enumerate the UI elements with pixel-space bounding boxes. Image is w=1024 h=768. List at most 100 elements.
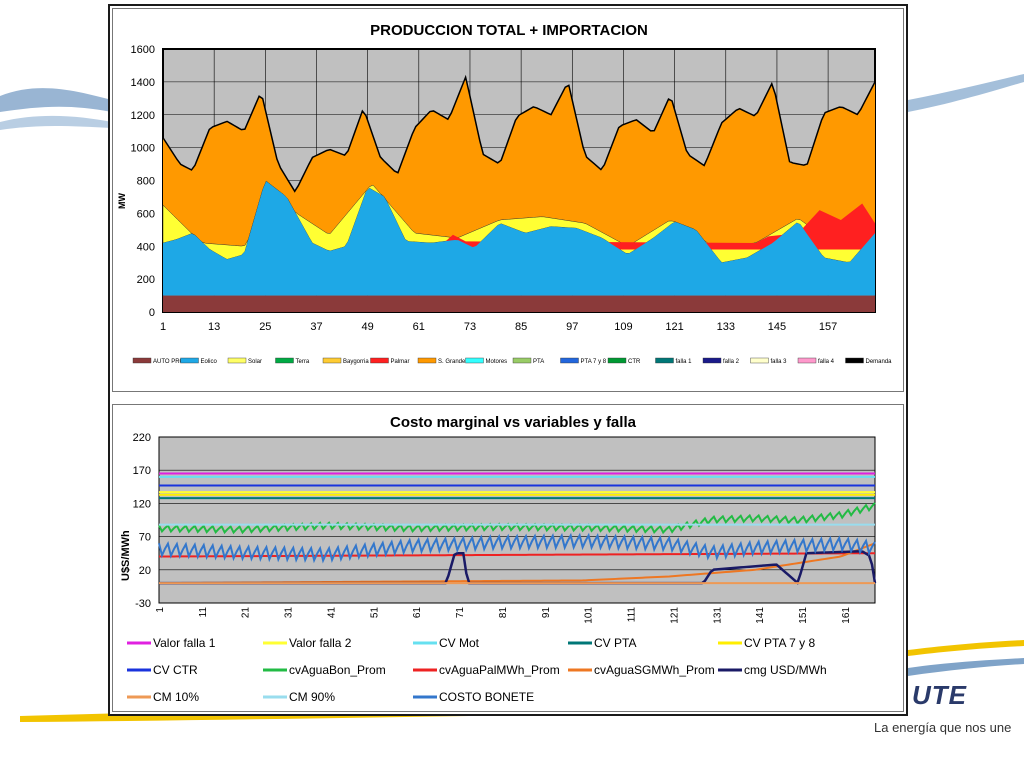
y-tick-label: 1000	[131, 143, 155, 155]
legend-swatch	[607, 357, 627, 364]
y-tick-label: 20	[139, 565, 151, 577]
legend-swatch	[465, 357, 484, 364]
legend-label: falla 2	[723, 359, 740, 365]
x-tick-label: 133	[717, 321, 735, 333]
y-tick-label: 1600	[131, 44, 155, 56]
legend-label: falla 4	[818, 359, 835, 365]
y-tick-label: 220	[133, 432, 151, 444]
x-tick-label: 13	[208, 321, 220, 333]
legend-label: CTR	[628, 359, 641, 365]
legend-label: Terra	[296, 359, 310, 365]
production-chart-panel: PRODUCCION TOTAL + IMPORTACION 0 200 400 600…	[112, 8, 904, 392]
legend-swatch	[180, 357, 199, 364]
legend-label: PTA	[533, 359, 544, 365]
legend-label: CV Mot	[439, 636, 480, 650]
chart-title: Costo marginal vs variables y falla	[390, 414, 637, 431]
legend-swatch	[560, 357, 579, 364]
x-tick-label: 131	[712, 607, 723, 624]
brand-logo: UTE	[912, 680, 967, 710]
legend-label: cvAguaSGMWh_Prom	[594, 663, 715, 677]
x-tick-label: 97	[566, 321, 578, 333]
legend-label: Eolico	[201, 359, 218, 365]
series-line-demanda	[162, 74, 876, 193]
legend-swatch	[655, 357, 674, 364]
legend-swatch	[370, 357, 389, 364]
legend-label: PTA 7 y 8	[581, 359, 607, 365]
legend-swatch	[845, 357, 864, 364]
x-tick-label: 141	[755, 607, 766, 624]
y-axis-label: U$S/MWh	[120, 530, 132, 581]
x-tick-label: 91	[541, 607, 552, 619]
legend-label: AUTO PROD	[153, 359, 189, 365]
legend-swatch	[797, 357, 817, 364]
x-tick-label: 25	[259, 321, 271, 333]
marginal-cost-chart-panel: Costo marginal vs variables y falla -30 20…	[112, 404, 904, 712]
legend-label: CV PTA	[594, 636, 636, 650]
x-tick-label: 85	[515, 321, 527, 333]
legend-label: falla 3	[771, 359, 788, 365]
y-axis-label: MW	[117, 193, 127, 209]
legend-label: Motores	[486, 359, 508, 365]
x-tick-label: 157	[819, 321, 837, 333]
series-area-eolico	[163, 181, 875, 296]
x-tick-label: 109	[614, 321, 632, 333]
legend-label: Valor falla 2	[289, 636, 352, 650]
legend-swatch	[322, 357, 342, 364]
legend-label: Valor falla 1	[153, 636, 216, 650]
x-tick-label: 111	[627, 607, 638, 623]
x-tick-label: 101	[584, 607, 595, 624]
legend-label: cvAguaPalMWh_Prom	[439, 663, 560, 677]
legend-label: Baygorria	[343, 359, 369, 365]
plot-area	[158, 436, 876, 604]
x-tick-label: 37	[310, 321, 322, 333]
legend-label: falla 1	[676, 359, 693, 365]
x-tick-label: 151	[798, 607, 809, 624]
chart-title: PRODUCCION TOTAL + IMPORTACION	[370, 22, 648, 39]
blue-swoosh-left-2	[0, 115, 112, 130]
series-area-palmar	[440, 203, 875, 250]
legend-swatch	[512, 357, 532, 364]
x-tick-label: 73	[464, 321, 476, 333]
x-tick-label: 1	[160, 321, 166, 333]
y-tick-label: 1400	[131, 77, 155, 89]
y-tick-label: 600	[137, 208, 155, 220]
x-tick-label: 81	[498, 607, 509, 619]
x-tick-label: 61	[412, 607, 423, 619]
legend-label: S. Grande	[438, 359, 466, 365]
legend-label: cmg USD/MWh	[744, 663, 827, 677]
legend-swatch	[132, 357, 152, 364]
x-tick-label: 145	[768, 321, 786, 333]
legend-swatch	[417, 357, 437, 364]
legend-label: CV CTR	[153, 663, 198, 677]
series-line	[158, 532, 876, 564]
x-tick-label: 41	[326, 607, 337, 619]
marginal-cost-chart: Costo marginal vs variables y falla -30 20…	[120, 414, 877, 704]
legend-label: cvAguaBon_Prom	[289, 663, 386, 677]
series-area-auto-prod	[163, 295, 875, 312]
legend-label: COSTO BONETE	[439, 690, 534, 704]
legend-swatch	[227, 357, 247, 364]
y-tick-label: 120	[133, 498, 151, 510]
legend-label: CM 10%	[153, 690, 199, 704]
y-tick-label: 800	[137, 176, 155, 188]
x-tick-label: 1	[155, 607, 166, 613]
x-tick-label: 21	[241, 607, 252, 619]
x-tick-label: 71	[455, 607, 466, 619]
x-tick-label: 61	[413, 321, 425, 333]
x-tick-label: 161	[841, 607, 852, 624]
x-tick-label: 51	[369, 607, 380, 619]
x-tick-label: 121	[665, 321, 683, 333]
y-tick-label: 0	[149, 307, 155, 319]
legend-label: Palmar	[391, 359, 410, 365]
y-tick-label: 400	[137, 241, 155, 253]
yellow-swoosh-right	[908, 640, 1024, 656]
y-tick-label: 200	[137, 274, 155, 286]
brand-tagline: La energía que nos une	[874, 720, 1012, 735]
x-tick-label: 121	[669, 607, 680, 624]
legend-label: Demanda	[866, 359, 893, 365]
legend-label: CM 90%	[289, 690, 335, 704]
blue-swoosh-bottom	[908, 658, 1024, 676]
x-tick-label: 11	[198, 607, 209, 618]
legend-swatch	[275, 357, 294, 364]
x-tick-label: 31	[284, 607, 295, 619]
